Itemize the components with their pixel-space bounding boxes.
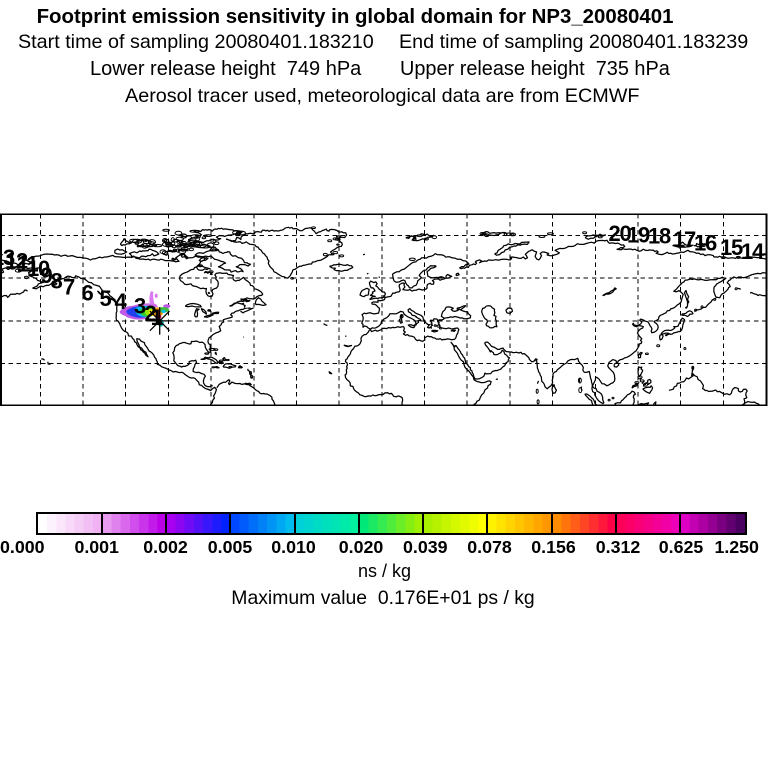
svg-text:12: 12 — [5, 248, 28, 273]
svg-text:8: 8 — [50, 268, 62, 293]
svg-text:6: 6 — [81, 280, 93, 305]
svg-text:10: 10 — [27, 256, 50, 281]
svg-text:20: 20 — [608, 221, 631, 246]
svg-text:2: 2 — [144, 301, 156, 326]
svg-text:4: 4 — [114, 289, 127, 314]
svg-text:14: 14 — [741, 239, 765, 264]
svg-text:17: 17 — [673, 227, 696, 252]
svg-text:9: 9 — [40, 263, 52, 288]
svg-text:16: 16 — [694, 230, 717, 255]
svg-text:3: 3 — [134, 294, 146, 319]
svg-text:1: 1 — [151, 305, 163, 330]
svg-text:13: 13 — [0, 245, 15, 270]
svg-text:18: 18 — [648, 224, 671, 249]
svg-text:7: 7 — [63, 274, 75, 299]
svg-text:11: 11 — [17, 251, 39, 276]
svg-text:5: 5 — [99, 286, 111, 311]
svg-text:15: 15 — [720, 235, 743, 260]
svg-text:19: 19 — [627, 222, 650, 247]
